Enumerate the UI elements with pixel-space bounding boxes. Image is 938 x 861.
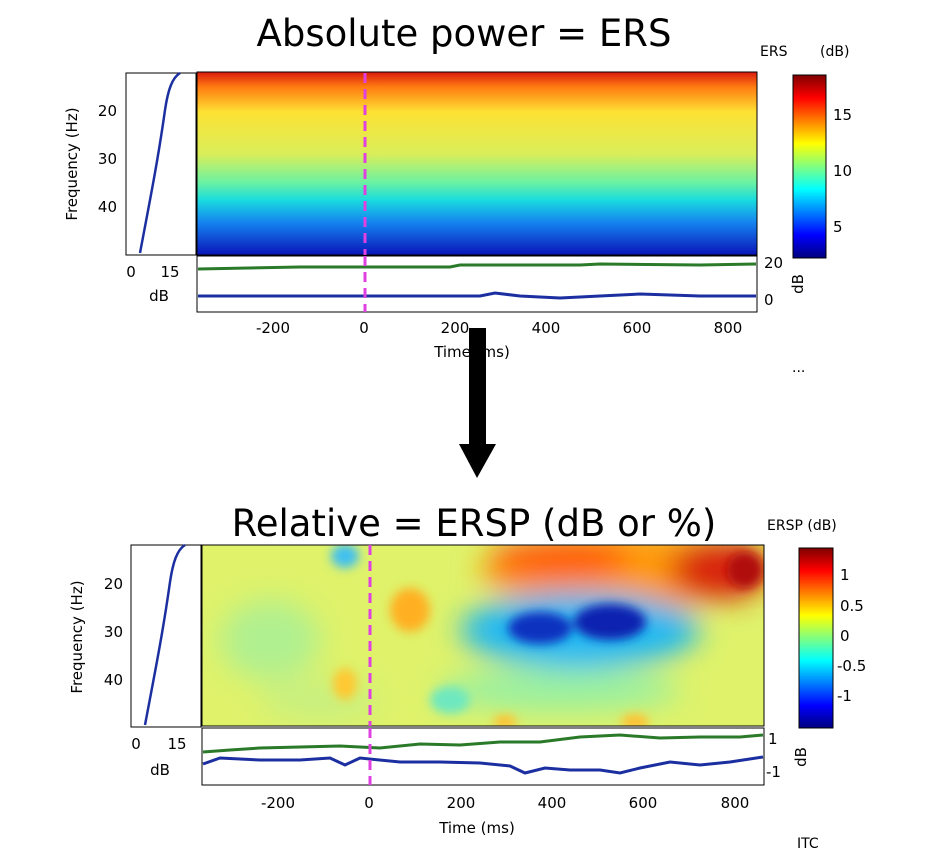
top-ytick-20: 20 [98, 102, 117, 120]
bottom-xtick: -200 [261, 794, 295, 812]
top-xtick: 200 [441, 319, 470, 337]
top-bottom-tick-0: 0 [764, 291, 774, 309]
top-side-panel: 0 15 dB [125, 71, 197, 305]
top-heatmap [196, 71, 758, 256]
bottom-green-trace [202, 733, 764, 754]
bottom-colorbar-tick: -1 [837, 687, 852, 705]
bottom-bottom-ylabel: dB [792, 747, 810, 767]
top-colorbar-tick: 5 [833, 218, 843, 236]
bottom-colorbar-tick: 0.5 [840, 597, 864, 615]
bottom-side-xlabel: dB [150, 761, 170, 779]
top-colorbar-unit: (dB) [820, 44, 849, 60]
top-title: Absolute power = ERS [257, 12, 672, 55]
bottom-ytick-30: 30 [104, 623, 123, 641]
bottom-bottom-tick-1: 1 [768, 730, 778, 748]
bottom-bottom-tick-m1: -1 [766, 763, 781, 781]
top-xaxis: -200 0 200 400 600 800 Time (ms) [256, 319, 742, 361]
bottom-bottom-panel: 1 -1 dB [201, 727, 810, 786]
bottom-ylabel: Frequency (Hz) [68, 580, 86, 693]
top-side-xlabel: dB [149, 287, 169, 305]
bottom-side-tick-15: 15 [167, 735, 186, 753]
top-bottom-tick-20: 20 [764, 254, 783, 272]
bottom-xtick: 400 [538, 794, 567, 812]
bottom-colorbar-label: ERSP (dB) [767, 518, 837, 534]
top-ytick-30: 30 [98, 150, 117, 168]
bottom-colorbar-tick: 0 [840, 627, 850, 645]
top-xtick: 800 [714, 319, 743, 337]
bottom-side-panel: 0 15 dB [130, 543, 202, 779]
bottom-heatmap [201, 544, 765, 727]
bottom-colorbar-tick: -0.5 [837, 657, 866, 675]
bottom-colorbar: ERSP (dB) 1 0.5 0 -0.5 -1 ITC [767, 518, 866, 852]
bottom-colorbar-tick: 1 [840, 566, 850, 584]
top-colorbar-tick: 10 [833, 162, 852, 180]
top-colorbar: ERS (dB) 15 10 5 ... [760, 44, 852, 376]
bottom-ytick-20: 20 [104, 575, 123, 593]
top-blue-trace [198, 291, 756, 300]
bottom-xtick: 800 [721, 794, 750, 812]
bottom-baseline-curve [143, 543, 186, 726]
top-xtick: -200 [256, 319, 290, 337]
bottom-side-tick-0: 0 [131, 735, 141, 753]
top-green-trace [197, 262, 757, 271]
top-side-tick-0: 0 [126, 263, 136, 281]
bottom-blue-trace [202, 755, 764, 775]
bottom-xtick: 200 [447, 794, 476, 812]
top-side-tick-15: 15 [160, 263, 179, 281]
top-bottom-ylabel: dB [789, 274, 807, 294]
bottom-xtick: 0 [364, 794, 374, 812]
bottom-xlabel: Time (ms) [438, 819, 515, 837]
bottom-ytick-40: 40 [104, 671, 123, 689]
top-baseline-curve [138, 71, 181, 254]
top-colorbar-tick: 15 [833, 106, 852, 124]
top-xtick: 0 [359, 319, 369, 337]
bottom-xtick: 600 [629, 794, 658, 812]
bottom-title: Relative = ERSP (dB or %) [232, 502, 717, 545]
transition-arrow [459, 328, 496, 478]
bottom-corner-label: ITC [797, 836, 819, 852]
top-corner-label: ... [792, 360, 805, 376]
top-ylabel: Frequency (Hz) [63, 107, 81, 220]
top-colorbar-label: ERS [760, 44, 788, 60]
top-ytick-40: 40 [98, 198, 117, 216]
top-xtick: 400 [532, 319, 561, 337]
top-bottom-panel: 20 0 dB [196, 254, 807, 313]
bottom-xaxis: -200 0 200 400 600 800 Time (ms) [261, 794, 749, 837]
top-xtick: 600 [623, 319, 652, 337]
